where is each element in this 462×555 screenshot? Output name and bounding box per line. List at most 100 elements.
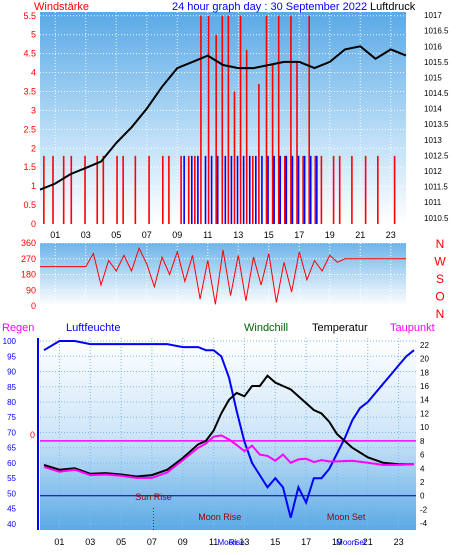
hour-tick-label: 11 xyxy=(203,230,212,240)
temperature-tick-label: 14 xyxy=(420,396,429,405)
hour-tick-label: 09 xyxy=(172,230,182,240)
wind-gust-bar xyxy=(204,155,207,224)
hour-tick-label: 15 xyxy=(264,230,274,240)
hour-tick-label: 05 xyxy=(116,537,126,547)
wind-speed-bar xyxy=(351,155,353,224)
pressure-tick-label: 1015 xyxy=(424,73,442,82)
astro-bottom-marker: Set xyxy=(354,538,367,547)
wind-speed-tick-label: 4 xyxy=(31,68,36,78)
wind-speed-bar xyxy=(180,155,182,224)
temperature-tick-label: 2 xyxy=(420,478,425,487)
wind-gust-bar xyxy=(309,155,312,224)
temperature-tick-label: 10 xyxy=(420,423,429,432)
temp-humidity-grid xyxy=(40,338,416,530)
pressure-tick-label: 1017 xyxy=(424,11,442,20)
compass-letter: O xyxy=(435,290,444,304)
hour-tick-label: 21 xyxy=(363,537,373,547)
wind-speed-bar xyxy=(233,91,236,224)
wind-gust-bar xyxy=(242,155,245,224)
wind-gust-bars xyxy=(183,155,318,224)
direction-tick-label: 90 xyxy=(26,285,36,295)
wind-direction-grid xyxy=(40,242,406,307)
wind-gust-bar xyxy=(190,155,193,224)
hour-tick-label: 05 xyxy=(111,230,121,240)
hour-tick-label: 15 xyxy=(270,537,280,547)
wind-speed-bar xyxy=(364,155,367,224)
wind-speed-bar xyxy=(200,15,202,224)
hour-ticks-bottom: 01 03 05 07 09 11 13 15 17 19 21 23 xyxy=(54,537,403,547)
wind-gust-bar xyxy=(285,155,288,224)
legend-humidity: Luftfeuchte xyxy=(66,322,120,334)
wind-speed-tick-label: 2.5 xyxy=(23,124,36,134)
wind-speed-bar xyxy=(162,155,164,224)
wind-speed-bar xyxy=(377,155,379,224)
humidity-tick-label: 75 xyxy=(7,413,16,422)
wind-gust-bar xyxy=(216,155,219,224)
hour-tick-label: 03 xyxy=(85,537,95,547)
temperature-tick-label: 4 xyxy=(420,464,425,473)
wind-gust-bar xyxy=(197,155,199,224)
wind-gust-bar xyxy=(230,155,233,224)
hour-tick-label: 03 xyxy=(81,230,91,240)
wind-gust-bar xyxy=(255,155,257,224)
wind-gust-bar xyxy=(267,155,269,224)
wind-gust-bar xyxy=(224,155,227,224)
wind-speed-bar xyxy=(338,155,341,224)
astro-annotation-label: Moon Set xyxy=(327,512,366,522)
wind-speed-tick-label: 2 xyxy=(31,143,36,153)
wind-gust-bar xyxy=(261,155,263,224)
wind-speed-bar xyxy=(52,155,54,224)
temperature-tick-label: 8 xyxy=(420,437,425,446)
humidity-tick-label: 55 xyxy=(7,474,16,483)
direction-degree-ticks: 360 270 180 90 0 xyxy=(21,238,36,311)
wind-speed-tick-label: 0 xyxy=(31,219,36,229)
hour-tick-label: 07 xyxy=(147,537,157,547)
wind-speed-bar xyxy=(215,34,217,224)
wind-gust-bar xyxy=(248,155,251,224)
hour-tick-label: 17 xyxy=(294,230,304,240)
wind-speed-bar xyxy=(148,155,150,224)
wind-gust-bar xyxy=(236,155,239,224)
hour-tick-label: 13 xyxy=(233,230,243,240)
humidity-tick-label: 85 xyxy=(7,383,16,392)
pressure-ticks: 1010.5 1011 1011.5 1012 1012.5 1013 1013.5 1014… xyxy=(424,11,449,223)
temperature-tick-label: 12 xyxy=(420,409,429,418)
wind-gust-bar xyxy=(279,155,282,224)
wind-speed-bar xyxy=(290,15,292,224)
temperature-tick-label: 20 xyxy=(420,355,429,364)
wind-pressure-panel: 0 0.5 1 1.5 2 2.5 3 3.5 4 4.5 5 5.5 1010.5 1011 1011.… xyxy=(23,1,449,240)
wind-speed-tick-label: 0.5 xyxy=(23,200,36,210)
wind-speed-bar xyxy=(134,155,137,224)
hour-tick-label: 19 xyxy=(332,537,342,547)
wind-speed-bar xyxy=(302,155,304,224)
wind-gust-bar xyxy=(210,155,213,224)
compass-letter: S xyxy=(436,272,444,286)
wind-gust-bar xyxy=(273,155,275,224)
wind-speed-tick-label: 3.5 xyxy=(23,87,36,97)
wind-speed-bar xyxy=(102,155,105,224)
wind-speed-bar xyxy=(251,155,254,224)
humidity-tick-label: 60 xyxy=(7,459,16,468)
humidity-tick-label: 70 xyxy=(7,428,16,437)
wind-speed-bar xyxy=(96,155,99,224)
temperature-tick-label: 18 xyxy=(420,368,429,377)
wind-speed-tick-label: 5.5 xyxy=(23,11,36,21)
hour-tick-label: 21 xyxy=(355,230,365,240)
wind-gust-bar xyxy=(291,155,294,224)
pressure-tick-label: 1016 xyxy=(424,42,442,51)
humidity-tick-label: 45 xyxy=(7,505,16,514)
wind-gust-bar xyxy=(303,155,306,224)
hour-tick-label: 01 xyxy=(50,230,60,240)
hour-tick-label: 23 xyxy=(394,537,404,547)
wind-speed-bar xyxy=(320,155,323,224)
temperature-tick-label: 16 xyxy=(420,382,429,391)
wind-gust-bar xyxy=(297,155,300,224)
compass-letter: W xyxy=(434,255,446,269)
pressure-tick-label: 1013.5 xyxy=(424,120,449,129)
legend-windchill: Windchill xyxy=(244,322,288,334)
hour-tick-label: 07 xyxy=(142,230,152,240)
temperature-tick-label: 6 xyxy=(420,451,425,460)
temperature-tick-label: 0 xyxy=(420,492,425,501)
